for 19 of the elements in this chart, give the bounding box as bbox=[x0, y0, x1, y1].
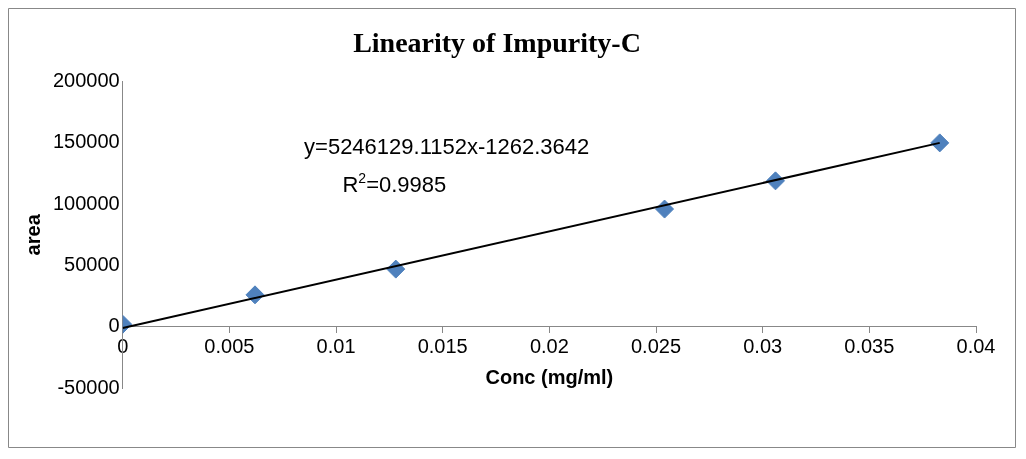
x-tick-label: 0.015 bbox=[417, 335, 468, 358]
x-tick-label: 0.03 bbox=[743, 335, 783, 358]
y-tick-label: -50000 bbox=[57, 375, 120, 398]
y-axis-title: area bbox=[21, 213, 44, 256]
point bbox=[930, 133, 950, 153]
x-tick-label: 0.01 bbox=[316, 335, 356, 358]
y-tick-label: 200000 bbox=[52, 69, 120, 92]
x-tick-label: 0.035 bbox=[844, 335, 895, 358]
x-tick-label: 0.025 bbox=[631, 335, 682, 358]
x-tick-label: 0.04 bbox=[956, 335, 996, 358]
y-tick-label: 50000 bbox=[64, 252, 120, 275]
x-axis-title: Conc (mg/ml) bbox=[485, 366, 614, 389]
chart-title: Linearity of Impurity-C bbox=[353, 27, 641, 59]
x-tick-label: 0.005 bbox=[204, 335, 255, 358]
y-tick-label: 150000 bbox=[52, 130, 120, 153]
x-tick-label: 0.02 bbox=[529, 335, 569, 358]
y-tick-label: 100000 bbox=[52, 191, 120, 214]
annotation: y=5246129.1152x-1262.3642 bbox=[304, 134, 590, 159]
y-tick-label: 0 bbox=[108, 314, 120, 337]
